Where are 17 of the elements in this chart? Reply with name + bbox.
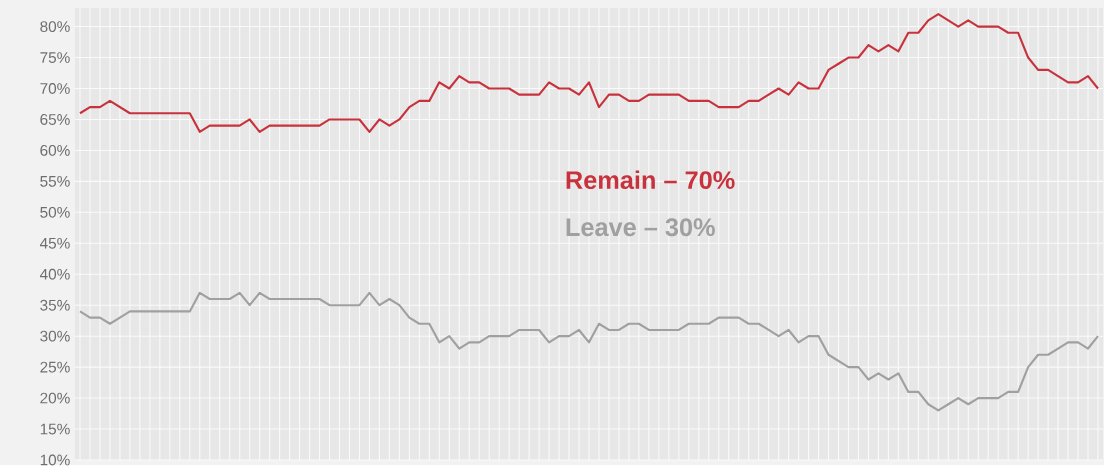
text: Leave – 30% [566,218,715,237]
y-tick-label: 50% [40,206,70,218]
y-tick-label: 75% [40,52,70,63]
y-tick-label: 20% [40,392,70,404]
y-tick-label: 55% [40,176,70,187]
y-tick-label: 40% [39,268,70,280]
y-tick-label: 70% [40,83,70,94]
y-tick-label: 65% [40,114,70,125]
text: Remain – 70% [566,170,735,190]
y-tick-label: 15% [40,423,70,435]
y-tick-label: 45% [39,237,70,249]
y-tick-label: 25% [40,361,70,373]
y-tick-label: 80% [40,21,70,33]
y-tick-label: 10% [40,454,70,466]
y-tick-label: 35% [40,299,70,311]
y-tick-label: 60% [40,145,70,156]
y-tick-label: 30% [40,330,70,342]
